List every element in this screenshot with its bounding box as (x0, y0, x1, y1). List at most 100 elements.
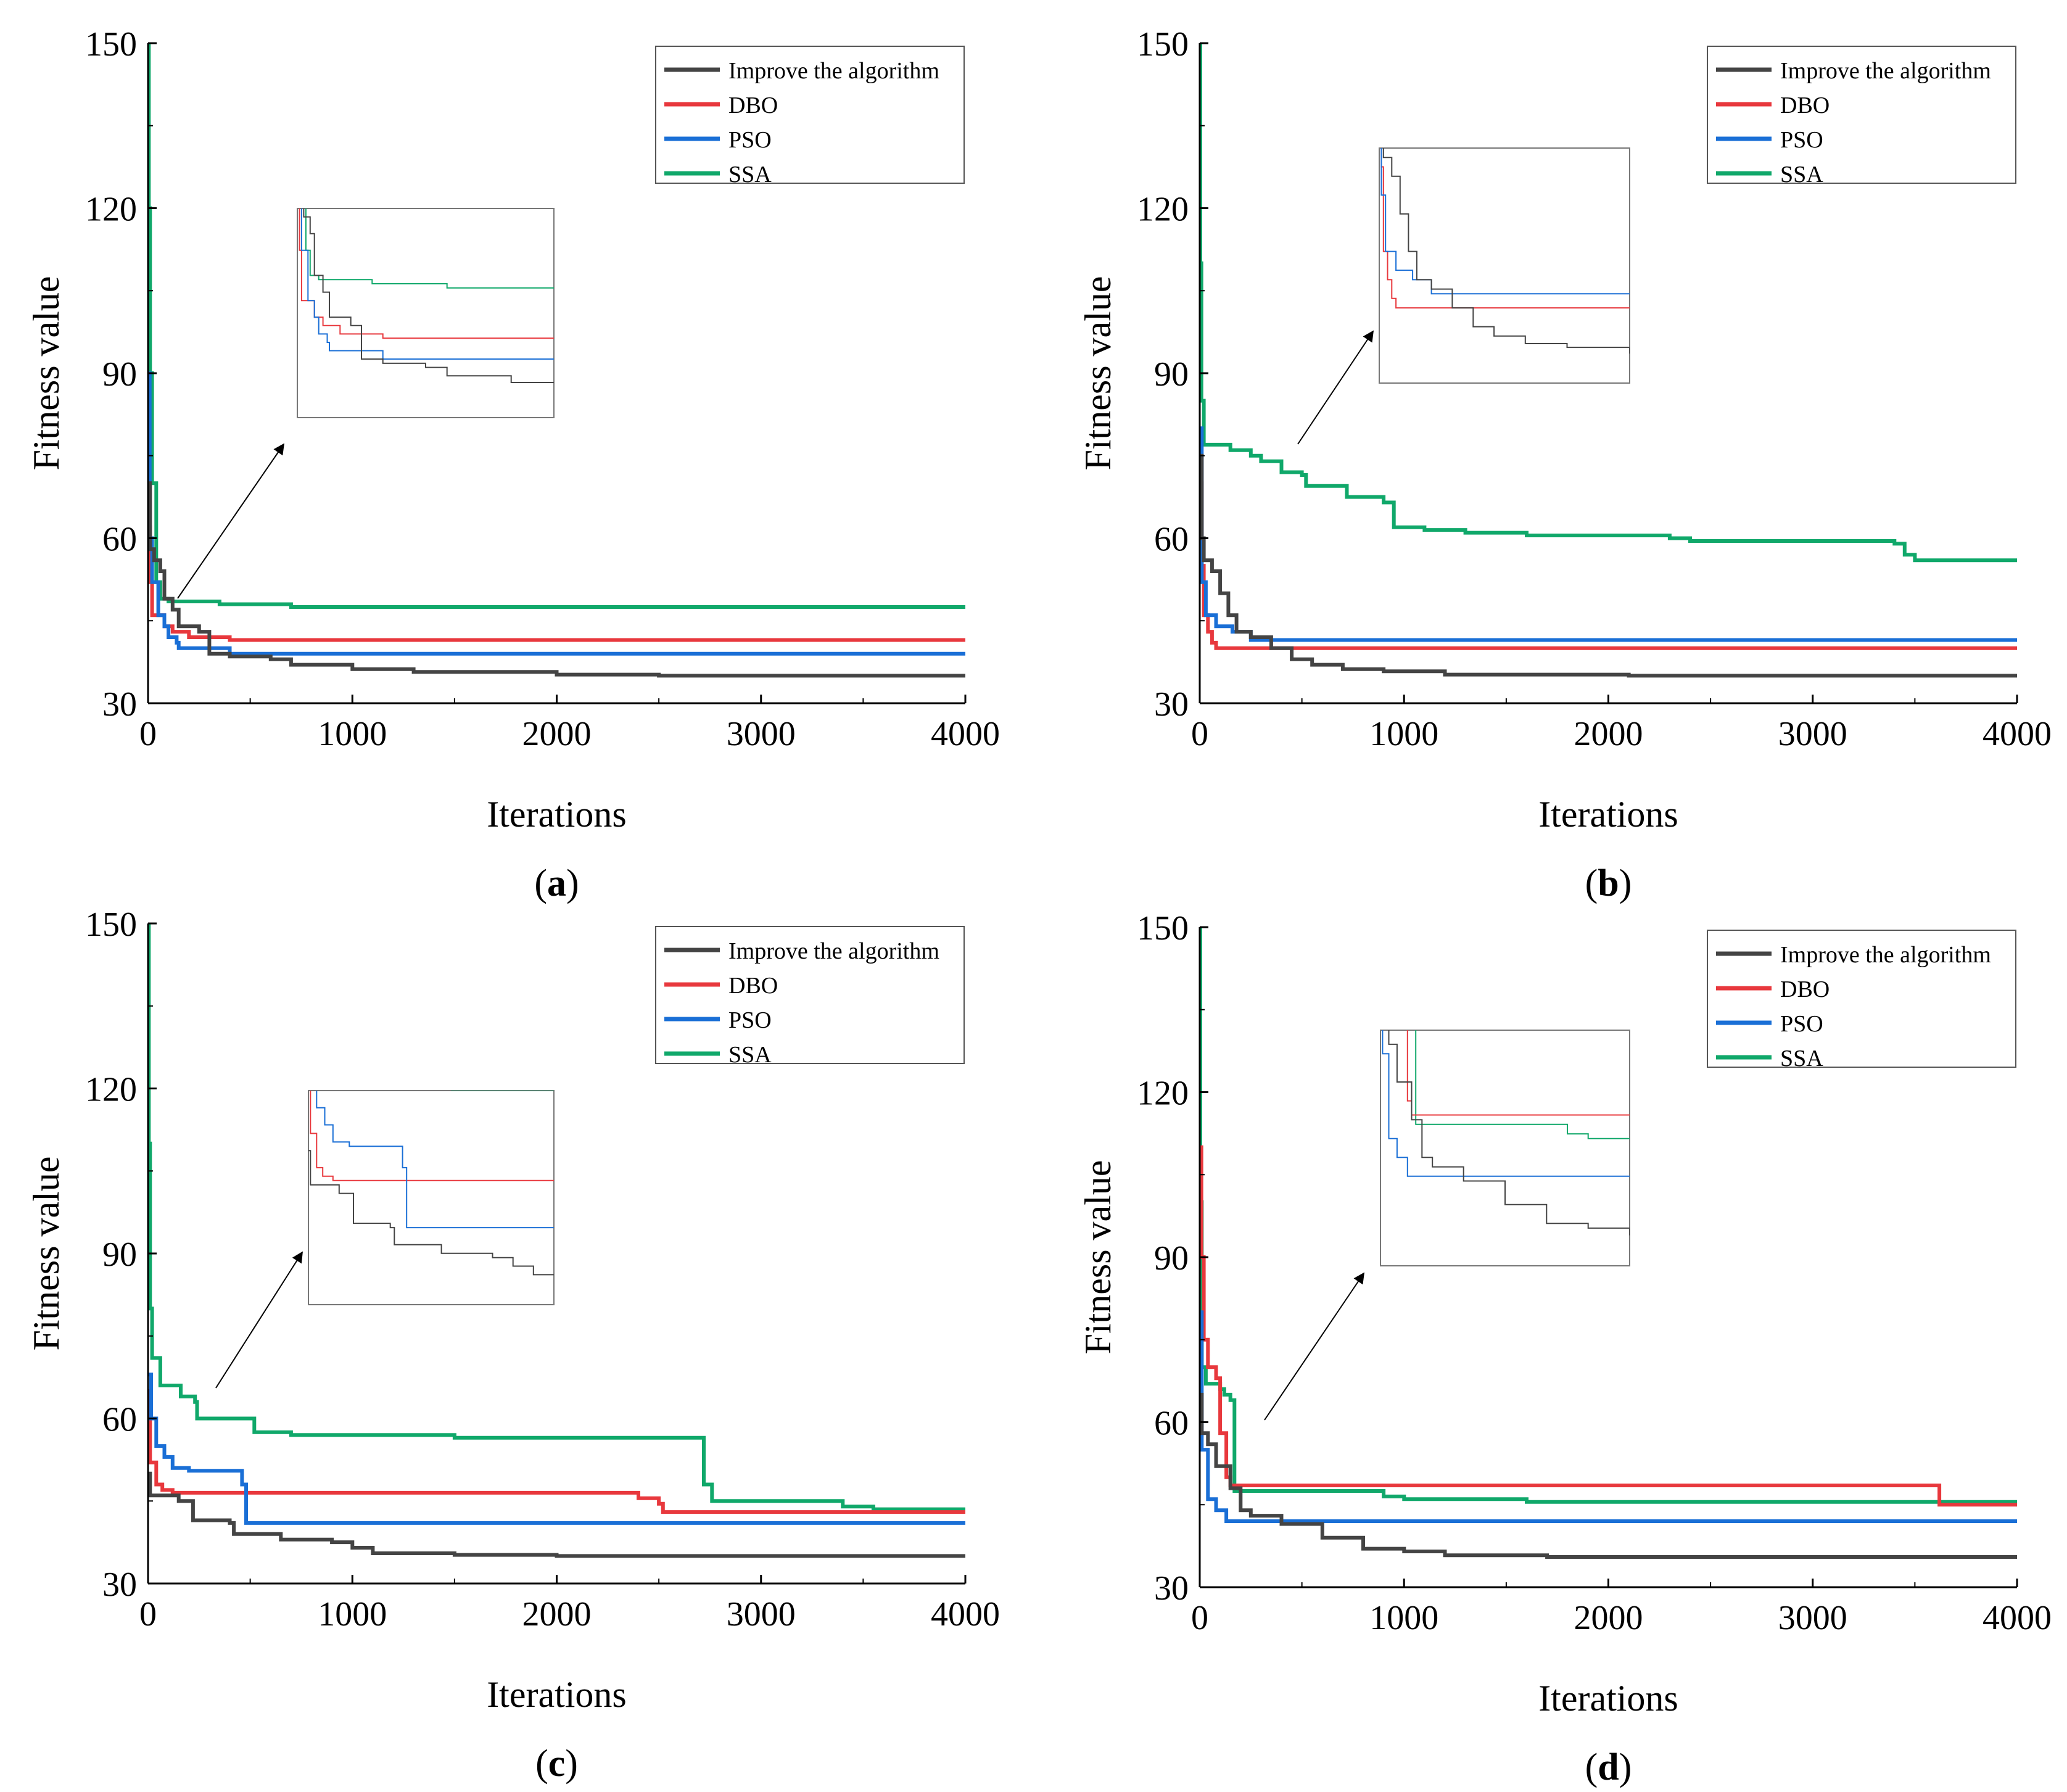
legend-label-pso: PSO (728, 1007, 772, 1033)
panel-label: (d) (1585, 1746, 1632, 1788)
y-axis-title: Fitness value (26, 276, 67, 471)
y-axis-title: Fitness value (26, 1157, 67, 1351)
legend-label-improve: Improve the algorithm (1780, 942, 1991, 968)
series-line-pso (1200, 1310, 2017, 1523)
inset-line-ssa (305, 209, 554, 289)
legend-label-dbo: DBO (728, 973, 778, 999)
x-tick-label: 0 (1191, 715, 1208, 753)
legend: Improve the algorithm DBO PSO SSA (655, 926, 965, 1068)
panel-label: (a) (534, 862, 579, 904)
series-line-dbo (1200, 481, 2017, 650)
inset-zoom (297, 208, 555, 418)
y-axis-title: Fitness value (1078, 1160, 1118, 1355)
x-axis-title: Iterations (487, 794, 627, 835)
x-tick-label: 1000 (318, 1595, 387, 1633)
x-tick-label: 1000 (318, 715, 387, 753)
series-line-improve (1200, 1392, 2017, 1559)
x-tick-label: 1000 (1369, 1599, 1438, 1637)
y-tick-label: 60 (102, 521, 137, 559)
y-tick-label: 150 (85, 25, 137, 64)
y-tick-label: 30 (1154, 685, 1189, 724)
x-tick-label: 3000 (1778, 715, 1847, 753)
series-line-ssa (1200, 927, 2017, 1504)
x-tick-label: 3000 (727, 1595, 796, 1633)
panel-label-letter: b (1598, 862, 1619, 904)
legend: Improve the algorithm DBO PSO SSA (655, 46, 965, 188)
y-tick-label: 90 (102, 1236, 137, 1274)
zoom-arrow (1264, 1272, 1365, 1421)
y-tick-label: 120 (1137, 191, 1189, 229)
y-tick-label: 30 (102, 685, 137, 724)
legend: Improve the algorithm DBO PSO SSA (1707, 46, 2016, 188)
x-tick-label: 2000 (522, 715, 592, 753)
panel-label: (b) (1585, 862, 1632, 904)
panel-label-letter: c (548, 1743, 566, 1785)
inset-line-pso (1382, 1030, 1630, 1177)
legend-label-improve: Improve the algorithm (728, 58, 939, 84)
y-tick-label: 60 (102, 1401, 137, 1439)
inset-zoom (1379, 147, 1630, 384)
chart-panel-d: 30 60 90 120 150 0 1000 2000 3000 4000 Iterations F… (1078, 909, 2052, 1788)
legend-label-ssa: SSA (1780, 1046, 1823, 1071)
inset-line-improve (303, 209, 554, 383)
inset-zoom (308, 294, 1127, 1305)
series-line-improve (148, 1471, 965, 1558)
x-tick-label: 4000 (931, 715, 1000, 753)
x-axis-title: Iterations (1538, 1678, 1678, 1719)
chart-panel-c: 30 60 90 120 150 0 1000 2000 3000 4000 Iterations F… (26, 294, 1127, 1785)
legend-label-dbo: DBO (1780, 977, 1830, 1002)
series-line-improve (148, 481, 965, 678)
legend-label-pso: PSO (1780, 127, 1823, 153)
y-axis-title: Fitness value (1078, 276, 1118, 471)
legend-label-improve: Improve the algorithm (1780, 58, 1991, 84)
y-tick-label: 30 (1154, 1569, 1189, 1608)
inset-frame (1379, 147, 1630, 384)
series-line-pso (148, 371, 965, 656)
legend-label-ssa: SSA (728, 1042, 772, 1068)
legend-label-pso: PSO (1780, 1011, 1823, 1037)
x-tick-label: 0 (1191, 1599, 1208, 1637)
panel-label-letter: d (1598, 1746, 1619, 1788)
y-tick-label: 90 (102, 355, 137, 394)
y-tick-label: 120 (1137, 1075, 1189, 1113)
chart-panel-a: 30 60 90 120 150 0 1000 2000 3000 4000 Iterations F… (26, 25, 1000, 904)
zoom-arrow (1297, 330, 1374, 445)
series-line-dbo (148, 525, 965, 642)
x-axis-title: Iterations (487, 1674, 627, 1715)
inset-frame (308, 1090, 555, 1305)
chart-panel-b: 30 60 90 120 150 0 1000 2000 3000 4000 Iterations F… (1078, 25, 2052, 904)
legend-label-improve: Improve the algorithm (728, 938, 939, 964)
y-tick-label: 90 (1154, 355, 1189, 394)
y-tick-label: 90 (1154, 1239, 1189, 1278)
legend-label-ssa: SSA (1780, 162, 1823, 188)
inset-line-ssa (1415, 1030, 1630, 1139)
y-tick-label: 150 (1137, 25, 1189, 64)
inset-line-ssa (308, 294, 1127, 1206)
x-tick-label: 2000 (1574, 715, 1643, 753)
legend-label-pso: PSO (728, 127, 772, 153)
series-line-ssa (148, 923, 965, 1511)
inset-frame (297, 208, 555, 418)
inset-line-improve (308, 1150, 554, 1276)
inset-line-improve (1388, 1030, 1630, 1236)
x-tick-label: 2000 (1574, 1599, 1643, 1637)
y-tick-label: 150 (1137, 909, 1189, 948)
inset-frame (1380, 1030, 1630, 1266)
legend-label-dbo: DBO (728, 93, 778, 118)
x-tick-label: 2000 (522, 1595, 592, 1633)
x-tick-label: 4000 (931, 1595, 1000, 1633)
zoom-arrow (215, 1251, 303, 1389)
x-tick-label: 0 (139, 1595, 157, 1633)
x-axis-title: Iterations (1538, 794, 1678, 835)
inset-zoom (1380, 1030, 1630, 1266)
y-tick-label: 120 (85, 191, 137, 229)
legend: Improve the algorithm DBO PSO SSA (1707, 930, 2016, 1071)
y-tick-label: 60 (1154, 521, 1189, 559)
panel-label: (c) (535, 1743, 578, 1785)
y-tick-label: 150 (85, 906, 137, 944)
panel-label-letter: a (547, 862, 566, 904)
y-tick-label: 120 (85, 1071, 137, 1109)
x-tick-label: 1000 (1369, 715, 1438, 753)
inset-line-pso (316, 1091, 554, 1229)
